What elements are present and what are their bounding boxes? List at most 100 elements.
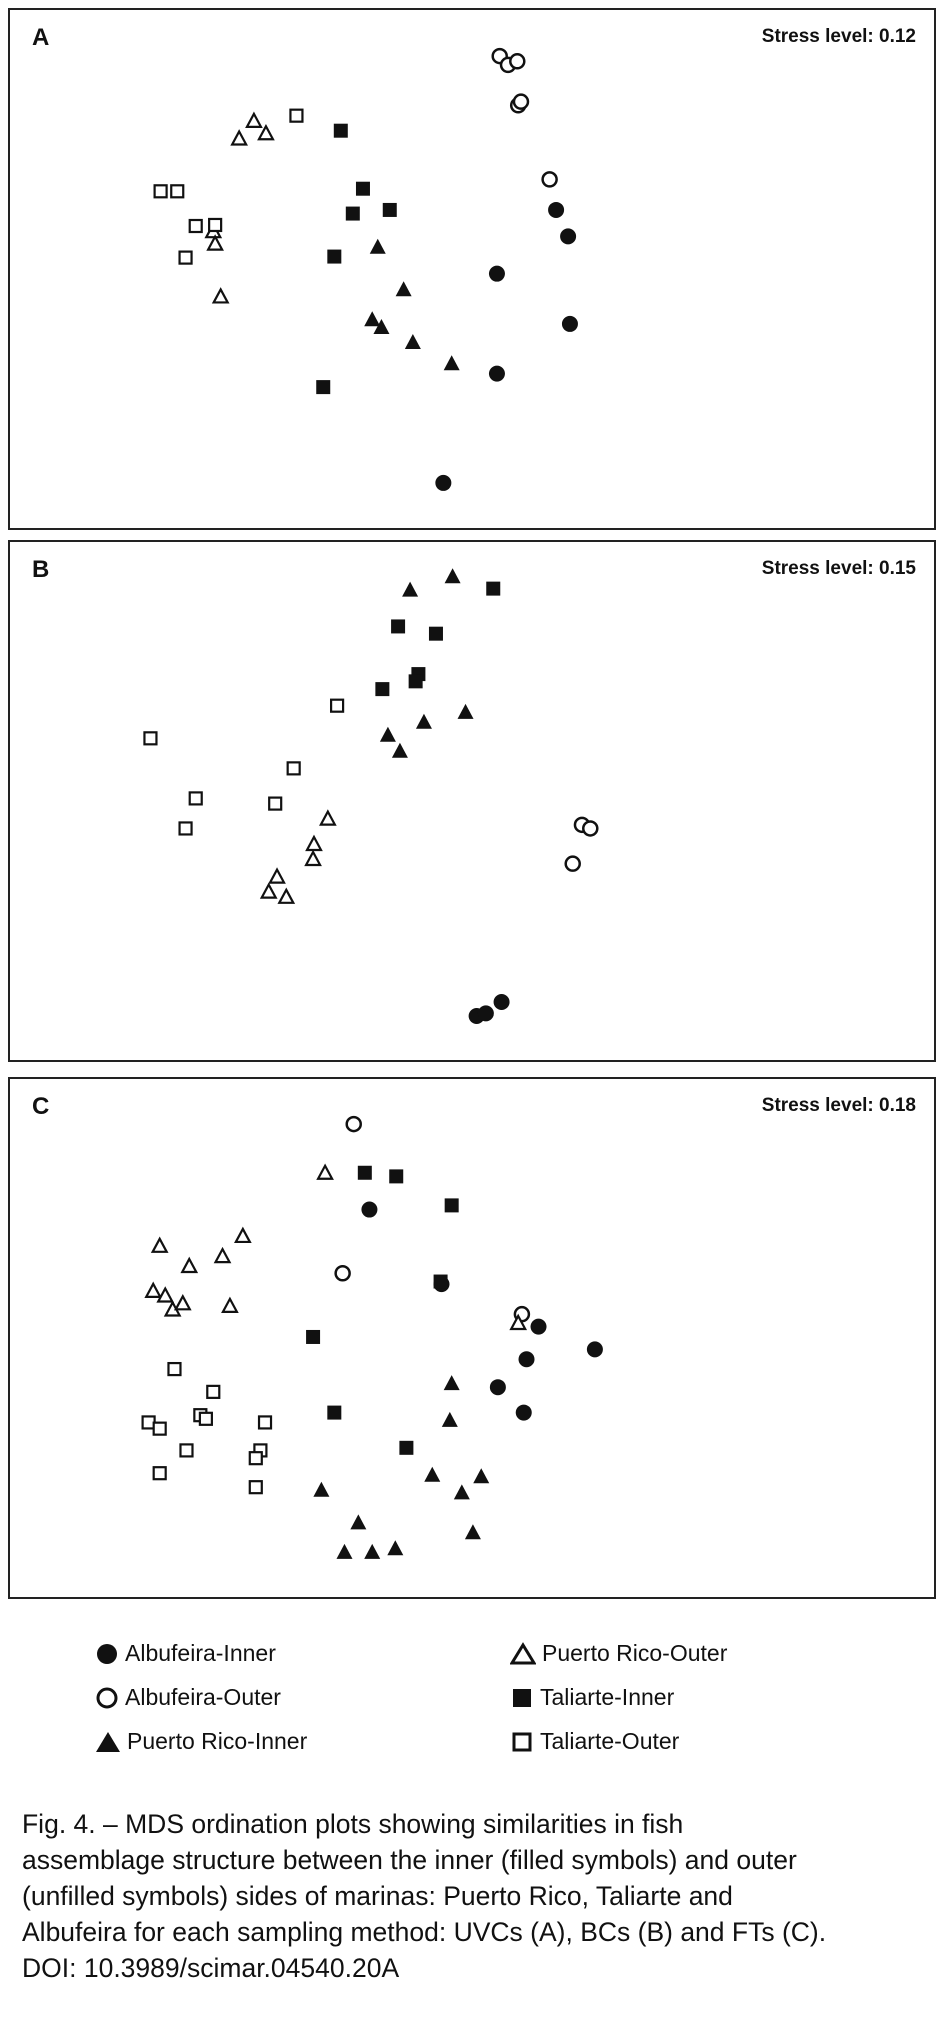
legend-item-puerto-rico-inner: Puerto Rico-Inner [95, 1728, 307, 1755]
point-puerto-rico-outer [268, 867, 286, 884]
point-albufeira-inner [477, 1005, 494, 1022]
legend-item-albufeira-outer: Albufeira-Outer [95, 1684, 281, 1711]
point-taliarte-inner [391, 619, 406, 634]
figure-caption: Fig. 4. – MDS ordination plots showing s… [22, 1806, 932, 1986]
point-albufeira-inner [586, 1341, 603, 1358]
point-puerto-rico-inner [453, 1484, 470, 1500]
point-taliarte-inner [408, 674, 423, 689]
legend: Albufeira-Inner Albufeira-Outer Puerto R… [95, 1640, 855, 1780]
filled-triangle-icon [96, 1731, 120, 1752]
point-taliarte-outer [329, 698, 345, 713]
panel-label-a: A [32, 24, 50, 51]
point-puerto-rico-outer [277, 887, 296, 904]
legend-label: Puerto Rico-Outer [542, 1640, 728, 1666]
open-circle-icon [96, 1687, 118, 1708]
plot-area-a [153, 47, 578, 491]
point-puerto-rico-outer [150, 1236, 169, 1253]
point-taliarte-outer [143, 731, 158, 746]
point-taliarte-inner [399, 1440, 414, 1455]
point-albufeira-inner [530, 1318, 547, 1335]
point-puerto-rico-inner [443, 1375, 460, 1391]
point-taliarte-outer [170, 184, 185, 199]
point-taliarte-inner [357, 1165, 372, 1180]
point-albufeira-inner [435, 474, 452, 491]
point-albufeira-outer [582, 820, 599, 837]
legend-label: Albufeira-Inner [125, 1640, 276, 1666]
point-puerto-rico-inner [369, 238, 386, 254]
point-albufeira-outer [512, 93, 530, 110]
point-albufeira-inner [361, 1201, 378, 1218]
point-puerto-rico-inner [364, 311, 381, 327]
stress-level-b: Stress level: 0.15 [761, 558, 916, 579]
stress-level-c: Stress level: 0.18 [761, 1095, 916, 1116]
point-puerto-rico-inner [373, 319, 390, 335]
point-puerto-rico-outer [259, 882, 278, 899]
point-taliarte-outer [153, 184, 168, 199]
point-taliarte-outer [178, 250, 193, 265]
caption-line: assemblage structure between the inner (… [22, 1845, 797, 1875]
point-taliarte-outer [248, 1451, 263, 1466]
point-albufeira-inner [561, 315, 578, 332]
point-puerto-rico-inner [313, 1481, 330, 1497]
point-puerto-rico-inner [391, 742, 408, 758]
point-puerto-rico-outer [257, 123, 275, 141]
point-taliarte-inner [306, 1329, 321, 1344]
point-taliarte-inner [375, 682, 390, 697]
point-puerto-rico-inner [350, 1514, 367, 1530]
point-puerto-rico-outer [509, 1313, 528, 1331]
point-puerto-rico-inner [443, 355, 460, 371]
point-taliarte-inner [333, 123, 348, 138]
point-puerto-rico-inner [415, 713, 432, 729]
point-puerto-rico-inner [441, 1411, 458, 1427]
point-puerto-rico-inner [395, 281, 412, 297]
point-puerto-rico-outer [144, 1281, 163, 1298]
plot-area-c [141, 1115, 603, 1559]
point-taliarte-inner [389, 1169, 404, 1184]
caption-line: Albufeira for each sampling method: UVCs… [22, 1917, 827, 1947]
point-puerto-rico-inner [336, 1543, 353, 1559]
point-taliarte-outer [206, 1384, 221, 1399]
point-taliarte-outer [286, 761, 301, 776]
point-albufeira-outer [541, 171, 558, 188]
point-puerto-rico-outer [173, 1293, 192, 1311]
point-puerto-rico-inner [457, 703, 474, 719]
point-albufeira-inner [488, 365, 505, 382]
panel-label-b: B [32, 556, 50, 583]
point-taliarte-outer [188, 218, 203, 234]
point-taliarte-outer [268, 796, 283, 811]
point-puerto-rico-outer [245, 111, 263, 128]
point-taliarte-inner [382, 202, 397, 217]
point-puerto-rico-inner [402, 581, 419, 597]
point-puerto-rico-outer [206, 234, 224, 251]
plot-area-b [143, 568, 599, 1024]
point-albufeira-inner [518, 1351, 535, 1368]
point-puerto-rico-inner [464, 1524, 481, 1540]
point-taliarte-outer [289, 108, 304, 123]
point-puerto-rico-outer [319, 809, 337, 826]
point-taliarte-outer [248, 1480, 263, 1495]
point-puerto-rico-inner [444, 568, 461, 584]
legend-label: Puerto Rico-Inner [127, 1728, 308, 1754]
point-taliarte-inner [444, 1198, 459, 1213]
point-puerto-rico-outer [221, 1296, 239, 1313]
open-triangle-icon [510, 1641, 536, 1664]
point-taliarte-inner [345, 206, 360, 221]
point-puerto-rico-outer [316, 1163, 334, 1180]
point-taliarte-outer [152, 1421, 167, 1436]
point-taliarte-outer [179, 1443, 194, 1458]
legend-item-taliarte-inner: Taliarte-Inner [510, 1684, 674, 1711]
point-albufeira-inner [489, 1379, 506, 1396]
point-puerto-rico-inner [387, 1540, 404, 1556]
point-albufeira-outer [334, 1265, 351, 1282]
point-taliarte-outer [198, 1411, 213, 1426]
legend-label: Taliarte-Outer [540, 1728, 680, 1754]
legend-label: Taliarte-Inner [540, 1684, 675, 1710]
point-puerto-rico-outer [211, 287, 230, 304]
point-taliarte-inner [486, 581, 501, 596]
point-taliarte-inner [355, 181, 370, 196]
point-puerto-rico-outer [234, 1226, 252, 1244]
legend-item-albufeira-inner: Albufeira-Inner [95, 1640, 276, 1667]
point-albufeira-outer [345, 1115, 362, 1133]
point-puerto-rico-outer [304, 849, 322, 867]
point-albufeira-inner [560, 228, 577, 245]
